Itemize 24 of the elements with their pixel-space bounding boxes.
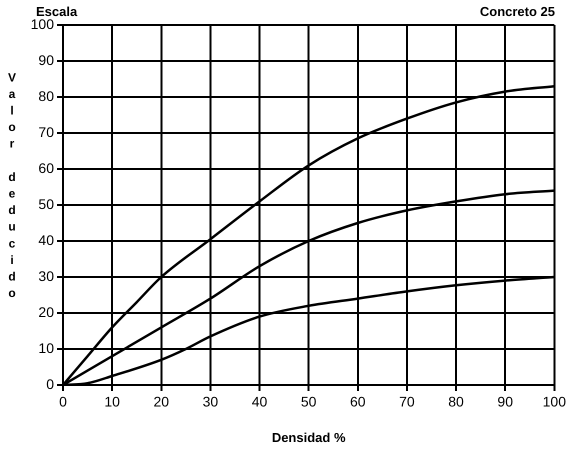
- y-tick-label: 80: [38, 88, 54, 104]
- x-tick-label: 20: [153, 393, 170, 410]
- x-tick-label: 50: [300, 393, 317, 410]
- x-axis-title: Densidad %: [272, 430, 346, 445]
- y-tick-label: 50: [38, 196, 54, 212]
- y-tick-label: 0: [46, 376, 54, 392]
- y-tick-label: 60: [38, 160, 54, 176]
- x-tick-label: 0: [59, 393, 68, 410]
- x-tick-label: 10: [104, 393, 120, 410]
- x-tick-label: 80: [448, 393, 464, 410]
- y-tick-label: 30: [38, 268, 54, 284]
- chart-subtitle: Concreto 25: [480, 4, 555, 19]
- x-tick-label: 60: [350, 393, 366, 410]
- y-tick-label: 40: [38, 232, 54, 248]
- y-tick-label: 90: [38, 52, 54, 68]
- y-tick-label: 70: [38, 124, 54, 140]
- x-tick-label: 70: [399, 393, 415, 410]
- x-tick-label: 30: [202, 393, 218, 410]
- text: Valor deducido: [8, 70, 16, 300]
- x-tick-label: 90: [497, 393, 514, 410]
- x-tick-label: 40: [252, 393, 268, 410]
- y-tick-label: 10: [38, 340, 54, 356]
- y-tick-label: 20: [38, 304, 54, 320]
- x-tick-label: 100: [542, 393, 566, 410]
